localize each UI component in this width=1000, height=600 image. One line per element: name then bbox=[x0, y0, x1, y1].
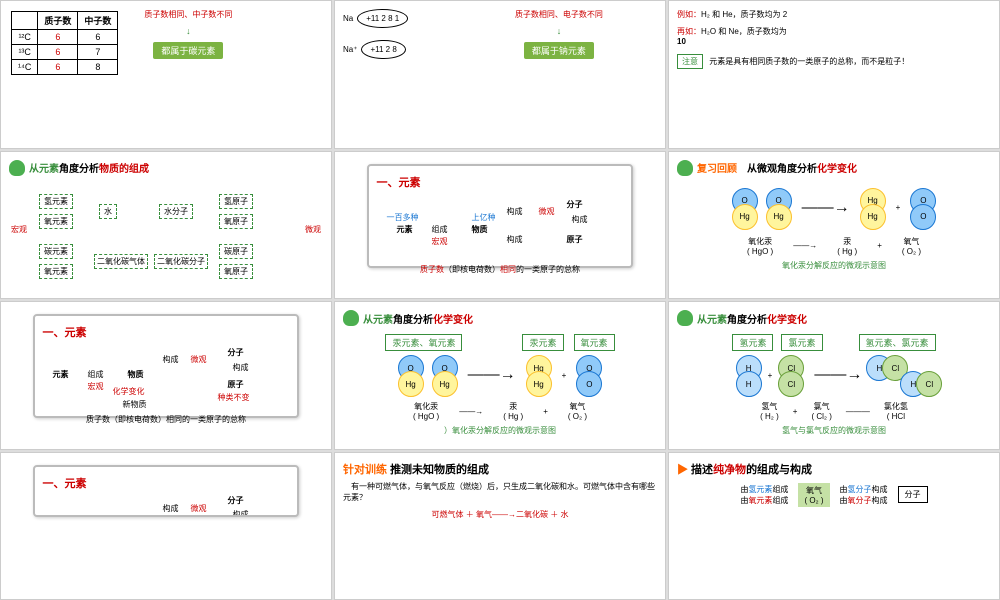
note-text: 质子数相同、中子数不同 bbox=[144, 9, 232, 20]
slide-4-3: ▶ 描述纯净物的组成与构成 由氢元素组成 由氧元素组成 氧气( O₂ ) 由氢分… bbox=[668, 452, 1000, 600]
frog-icon bbox=[9, 160, 25, 176]
slide-1-1: 质子数中子数 ¹²C66 ¹³C67 ¹⁴C68 质子数相同、中子数不同 ↓ 都… bbox=[0, 0, 332, 149]
slide-4-2: 针对训练 推测未知物质的组成 有一种可燃气体，与氧气反应（燃烧）后，只生成二氧化… bbox=[334, 452, 666, 600]
slide-2-1: 从元素角度分析物质的组成 宏观 微观 氢元素 氧元素 水 水分子 氢原子 氧原子… bbox=[0, 151, 332, 300]
slide-2-3: 复习回顾 从微观角度分析化学变化 OHg OHg ——→ HgHg + OO 氧… bbox=[668, 151, 1000, 300]
slide-1-2: Na+11 2 8 1 Na⁺+11 2 8 质子数相同、电子数不同 ↓ 都属于… bbox=[334, 0, 666, 149]
frog-icon bbox=[677, 160, 693, 176]
slide-3-1: 一、元素 元素 组成 宏观 物质 化学变化 新物质 构成 微观 分子 构成 原子… bbox=[0, 301, 332, 450]
carbon-element-box: 都属于碳元素 bbox=[153, 42, 223, 59]
slide-grid: 质子数中子数 ¹²C66 ¹³C67 ¹⁴C68 质子数相同、中子数不同 ↓ 都… bbox=[0, 0, 1000, 600]
frog-icon bbox=[677, 310, 693, 326]
slide-2-2: 一、元素 元素 一百多种 组成 宏观 物质 上亿种 构成 构成 微观 分子 构成… bbox=[334, 151, 666, 300]
isotope-table: 质子数中子数 ¹²C66 ¹³C67 ¹⁴C68 bbox=[11, 11, 118, 75]
frog-icon bbox=[343, 310, 359, 326]
slide-3-2: 从元素角度分析化学变化 汞元素、氧元素 汞元素 氧元素 OHg OHg ——→ … bbox=[334, 301, 666, 450]
slide-4-1: 一、元素 元素 组成 物质 构成 微观 分子 构成 原子 bbox=[0, 452, 332, 600]
slide-3-3: 从元素角度分析化学变化 氢元素 氯元素 氢元素、氯元素 HH + ClCl ——… bbox=[668, 301, 1000, 450]
slide-1-3: 例如：H₂ 和 He，质子数均为 2 再如：H₂O 和 Ne，质子数均为 10 … bbox=[668, 0, 1000, 149]
